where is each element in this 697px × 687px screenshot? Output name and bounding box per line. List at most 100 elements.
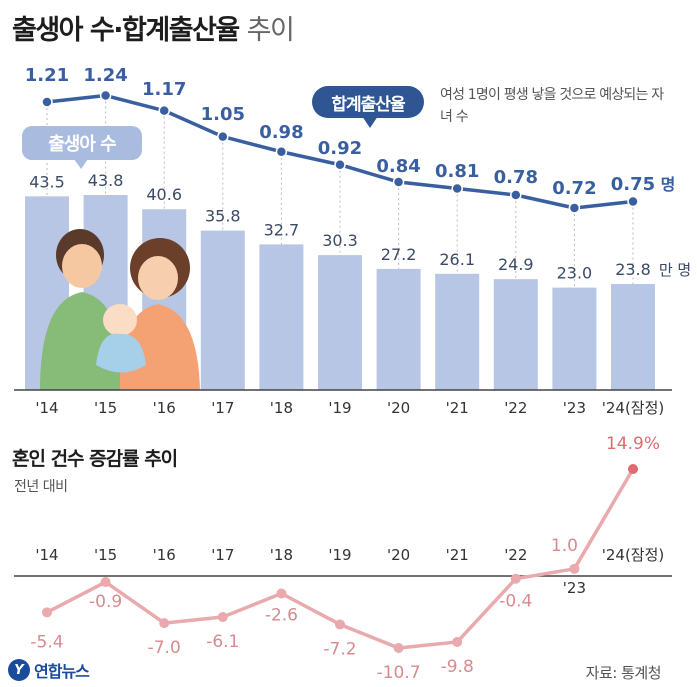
marriage-label: 14.9% <box>606 434 660 454</box>
births-label-value: 26.1 <box>439 250 475 269</box>
top-tick-label: '16 <box>153 399 176 417</box>
fertility-point <box>451 182 463 195</box>
fertility-label: 1.17 <box>142 79 186 100</box>
chart-title: 출생아 수·합계출산율 추이 <box>12 8 295 47</box>
births-bar <box>493 279 538 390</box>
births-label-value: 30.3 <box>322 231 358 250</box>
bottom-tick-label: '17 <box>211 546 234 564</box>
births-bar <box>376 268 421 390</box>
top-tick-label: '20 <box>387 399 410 417</box>
fertility-point <box>334 158 346 171</box>
fertility-point <box>627 195 639 208</box>
fertility-label: 1.24 <box>83 65 127 86</box>
top-tick-label: '17 <box>211 399 234 417</box>
source-note: 자료: 통계청 <box>585 664 662 682</box>
bottom-tick-label: '19 <box>328 546 351 564</box>
logo-text: 연합뉴스 <box>34 662 90 681</box>
fertility-point <box>392 176 405 188</box>
chart-title-light: 추이 <box>246 15 295 46</box>
logo-mark: Y <box>8 659 30 681</box>
births-label-value: 27.2 <box>381 245 417 264</box>
marriage-point <box>42 607 52 618</box>
fertility-callout-note: 여성 1명이 평생 낳을 것으로 예상되는 자녀 수 <box>440 87 664 125</box>
marriage-label: -10.7 <box>377 663 421 683</box>
fertility-label: 0.72 <box>552 178 596 199</box>
marriage-point <box>276 588 287 599</box>
bottom-tick-label: '16 <box>153 546 176 564</box>
marriage-label: -6.1 <box>206 632 239 652</box>
fertility-label: 0.84 <box>376 156 420 177</box>
fertility-label: 0.92 <box>318 138 362 159</box>
bottom-tick-label: '23 <box>563 579 586 597</box>
births-bar <box>611 284 655 390</box>
births-label-tail <box>74 159 88 169</box>
marriage-label: -5.4 <box>30 632 63 652</box>
marriage-point <box>452 636 463 647</box>
fertility-unit: 명 <box>661 175 676 194</box>
marriage-label: -7.2 <box>323 639 356 659</box>
bottom-tick-label: '14 <box>35 546 58 564</box>
births-bar <box>435 273 480 390</box>
births-label-value: 43.8 <box>88 171 124 190</box>
marriage-point <box>159 618 170 629</box>
baby-face <box>103 304 137 336</box>
marriage-label: -9.8 <box>441 657 474 677</box>
top-tick-label: '24(잠정) <box>602 399 665 417</box>
bottom-tick-label: '18 <box>270 546 293 564</box>
births-bar <box>318 255 362 390</box>
marriage-label: -7.0 <box>148 638 181 658</box>
births-bar <box>200 230 245 390</box>
births-label: 출생아 수 <box>22 126 142 160</box>
fertility-point <box>41 96 53 108</box>
bottom-tick-label: '21 <box>446 546 469 564</box>
top-tick-label: '14 <box>35 399 58 417</box>
fertility-label: 0.78 <box>494 167 538 188</box>
bottom-tick-label: '20 <box>387 546 410 564</box>
fertility-callout: 합계출산율 <box>312 86 424 118</box>
fertility-point <box>217 130 229 143</box>
marriage-point <box>100 577 111 588</box>
marriage-point <box>217 612 228 623</box>
marriage-title: 혼인 건수 증감률 추이 <box>12 448 178 470</box>
marriage-point <box>510 573 521 584</box>
births-label-value: 35.8 <box>205 207 241 226</box>
births-label-value: 23.0 <box>557 264 593 283</box>
top-tick-label: '21 <box>446 399 469 417</box>
bottom-tick-label: '22 <box>504 546 527 564</box>
fertility-point <box>568 202 581 214</box>
chart-title-main: 출생아 수·합계출산율 <box>12 15 240 46</box>
fertility-label: 1.05 <box>201 104 245 125</box>
fertility-point <box>158 104 170 117</box>
fertility-point <box>99 89 112 102</box>
top-tick-label: '22 <box>504 399 527 417</box>
births-label-value: 24.9 <box>498 255 534 274</box>
fertility-point <box>510 189 522 201</box>
fertility-label: 0.81 <box>435 161 479 182</box>
bottom-tick-label: '24(잠정) <box>602 546 665 564</box>
mother-body <box>119 304 200 390</box>
fertility-label: 1.21 <box>25 65 69 86</box>
mother-face <box>138 256 178 300</box>
top-tick-label: '19 <box>328 399 351 417</box>
marriage-label: 1.0 <box>551 536 578 556</box>
marriage-label: -0.9 <box>89 592 122 612</box>
top-tick-label: '18 <box>270 399 293 417</box>
logo: Y 연합뉴스 <box>8 658 90 682</box>
marriage-point <box>335 619 345 630</box>
marriage-subtitle: 전년 대비 <box>14 479 68 495</box>
marriage-point <box>569 563 580 574</box>
births-label-value: 32.7 <box>264 220 300 239</box>
marriage-label: -0.4 <box>499 592 532 612</box>
marriage-point <box>628 464 638 474</box>
bottom-tick-label: '15 <box>94 546 117 564</box>
births-bar <box>552 287 597 390</box>
births-unit: 만 명 <box>659 261 691 279</box>
family-illustration-art <box>40 229 200 390</box>
top-tick-label: '15 <box>94 399 117 417</box>
births-label-value: 43.5 <box>29 172 65 191</box>
top-tick-label: '23 <box>563 399 586 417</box>
marriage-label: -2.6 <box>265 605 298 625</box>
fertility-label: 0.75 <box>611 174 655 195</box>
fertility-point <box>275 146 288 158</box>
